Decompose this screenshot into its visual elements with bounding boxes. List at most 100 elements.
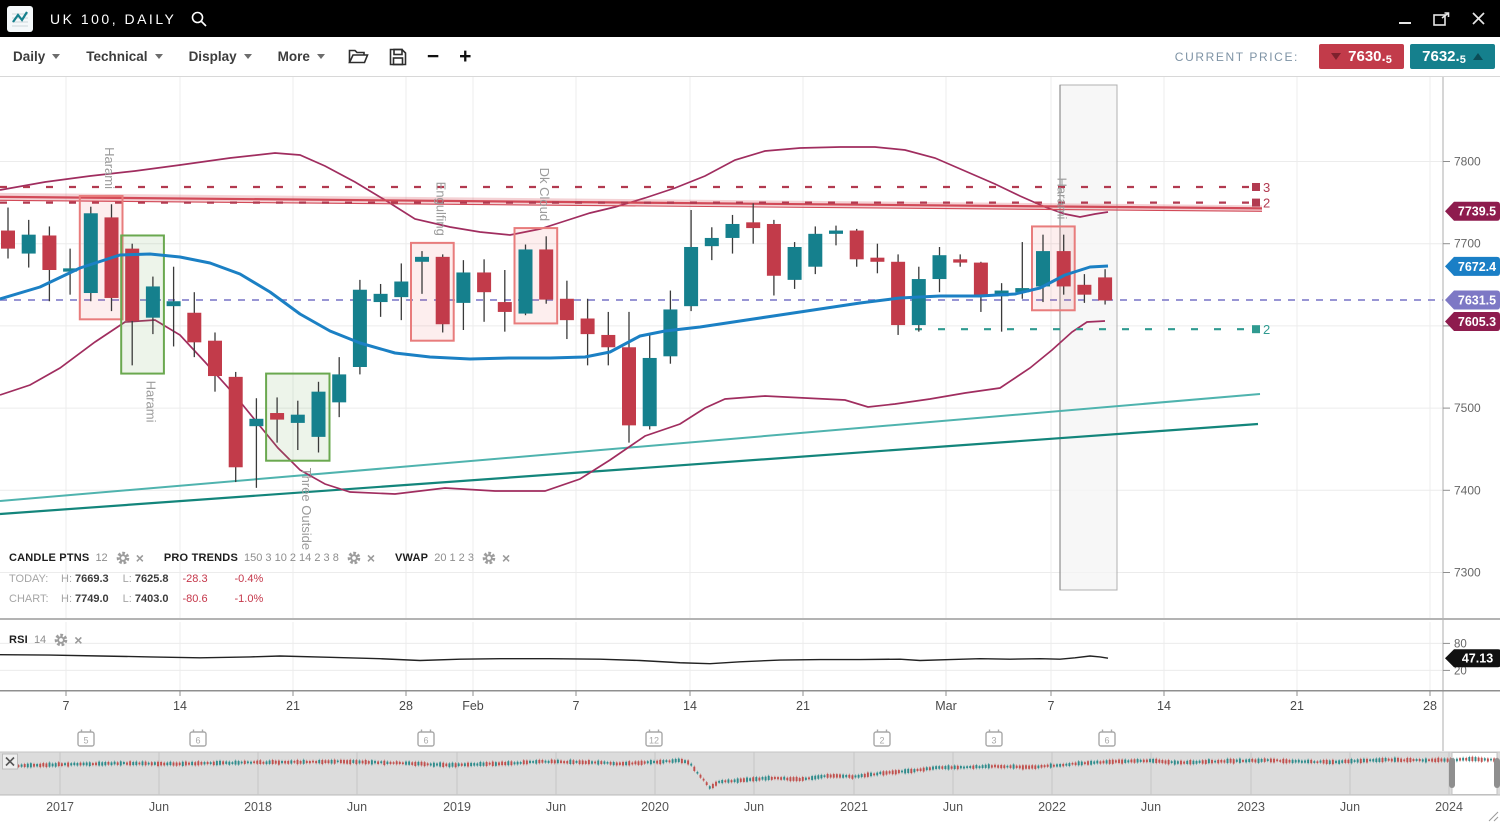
rsi-legend: RSI 14 ×	[9, 632, 83, 648]
pattern-label: Three Outside	[299, 468, 314, 550]
candle-body	[83, 213, 98, 294]
calendar-event-icon[interactable]: 3	[985, 729, 1003, 747]
calendar-event-icon[interactable]: 2	[873, 729, 891, 747]
pattern-label: Harami	[102, 147, 117, 189]
calendar-event-count: 6	[423, 736, 428, 746]
x-axis-label: 14	[1157, 699, 1171, 713]
toolbar: Daily Technical Display More − + C	[0, 37, 1500, 77]
navigator-handle[interactable]	[1449, 758, 1455, 788]
price-axis-label: 7800	[1454, 155, 1481, 169]
chevron-down-icon	[52, 54, 61, 59]
sell-price-value: 7630.	[1348, 48, 1386, 65]
chart-change: -80.6	[182, 593, 208, 605]
calendar-event-icon[interactable]: 6	[189, 729, 207, 747]
gear-icon[interactable]	[116, 551, 130, 565]
candle-body	[228, 376, 243, 468]
close-icon[interactable]	[1471, 11, 1486, 26]
candle-body	[622, 347, 636, 426]
minimize-icon[interactable]	[1398, 12, 1413, 26]
search-icon[interactable]	[190, 10, 208, 28]
gear-icon[interactable]	[482, 551, 496, 565]
calendar-event-icon[interactable]: 5	[77, 729, 95, 747]
zoom-out-button[interactable]: −	[426, 45, 440, 68]
menu-technical[interactable]: Technical	[73, 49, 175, 64]
candle-body	[332, 374, 347, 403]
calendar-event-icon[interactable]: 6	[1098, 729, 1116, 747]
popout-icon[interactable]	[1433, 11, 1451, 27]
moving-average-line	[0, 252, 1109, 361]
candle-body	[642, 357, 657, 427]
resize-handle-icon[interactable]	[1493, 816, 1499, 822]
rsi-axis-label: 80	[1454, 639, 1467, 651]
candle-body	[1, 230, 15, 249]
candle-body	[746, 222, 761, 229]
candle-body	[725, 223, 740, 238]
indicator-candle-ptns-label: CANDLE PTNS	[9, 552, 90, 564]
close-indicator-icon[interactable]: ×	[74, 632, 83, 648]
save-icon[interactable]	[379, 48, 417, 66]
open-folder-icon[interactable]	[338, 48, 379, 65]
gear-icon[interactable]	[347, 551, 361, 565]
x-axis-label: 14	[683, 699, 697, 713]
indicator-pro-trends-label: PRO TRENDS	[163, 552, 238, 564]
candle-body	[435, 256, 450, 325]
candle-body	[1077, 284, 1092, 295]
candle-body	[766, 223, 781, 276]
highlight-region[interactable]	[1059, 84, 1118, 591]
timeline-label: 2023	[1237, 800, 1265, 814]
navigator-close-button[interactable]	[2, 753, 18, 770]
gear-icon[interactable]	[54, 633, 68, 647]
upper-band-line	[0, 146, 1109, 236]
close-indicator-icon[interactable]: ×	[135, 550, 144, 566]
timeline-label: 2022	[1038, 800, 1066, 814]
menu-display-label: Display	[188, 49, 237, 64]
candle-body	[539, 249, 554, 300]
close-indicator-icon[interactable]: ×	[501, 550, 511, 566]
indicator-rsi-label: RSI	[9, 634, 28, 646]
resize-handle-icon[interactable]	[1488, 811, 1499, 822]
timeline-label: Jun	[1141, 800, 1161, 814]
arrow-down-icon	[1331, 53, 1342, 60]
trend-line	[0, 422, 1259, 516]
candle-body	[187, 312, 202, 343]
close-indicator-icon[interactable]: ×	[366, 550, 375, 566]
rsi-line	[0, 653, 1109, 665]
price-tag-label: 47.13	[1462, 652, 1493, 666]
candle-body	[270, 413, 285, 420]
menu-display[interactable]: Display	[176, 49, 265, 64]
menu-more[interactable]: More	[265, 49, 338, 64]
candle-body	[1098, 277, 1113, 301]
candle-body	[684, 246, 699, 307]
x-axis-label: 14	[173, 699, 187, 713]
arrow-up-icon	[1472, 53, 1483, 60]
menu-timeframe[interactable]: Daily	[0, 49, 73, 64]
candle-body	[394, 281, 409, 298]
calendar-event-count: 5	[83, 736, 88, 746]
timeline-label: Jun	[744, 800, 764, 814]
rsi-value-tag: 47.13	[1445, 649, 1500, 668]
calendar-event-icon[interactable]: 12	[645, 729, 663, 747]
navigator[interactable]	[0, 752, 1500, 795]
navigator-handle[interactable]	[1494, 758, 1500, 788]
calendar-event-count: 2	[879, 736, 884, 746]
candle-body	[559, 298, 574, 321]
calendar-event-count: 12	[649, 736, 659, 746]
x-axis-label: 28	[1423, 699, 1437, 713]
price-axis-label: 7400	[1454, 483, 1481, 497]
sell-price-button[interactable]: 7630. 5	[1319, 44, 1404, 69]
timeline-label: Jun	[546, 800, 566, 814]
calendar-event-icon[interactable]: 6	[417, 729, 435, 747]
candle-body	[208, 340, 222, 377]
price-axis-label: 7300	[1454, 566, 1481, 580]
navigator-candles	[2, 755, 1499, 790]
candle-body	[166, 301, 181, 307]
current-price-label: CURRENT PRICE:	[1174, 49, 1299, 64]
candle-body	[829, 230, 843, 234]
candle-body	[311, 391, 326, 437]
timeline-label: 2021	[840, 800, 868, 814]
zoom-in-button[interactable]: +	[459, 45, 472, 68]
timeline-label: Jun	[149, 800, 169, 814]
buy-price-button[interactable]: 7632. 5	[1410, 44, 1495, 69]
